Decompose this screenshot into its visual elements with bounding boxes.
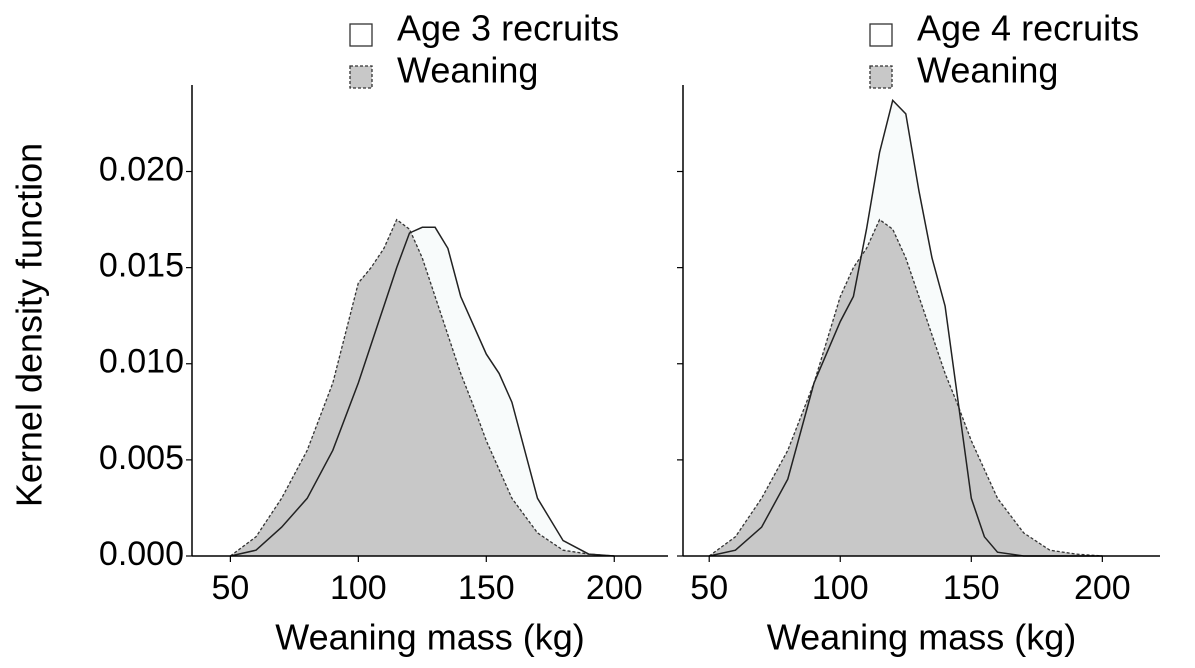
- legend-swatch: [349, 65, 373, 89]
- x-tick-label: 100: [812, 569, 869, 607]
- area-fill: [230, 219, 615, 556]
- y-tick-label: 0.000: [99, 535, 184, 573]
- legend-label: Age 3 recruits: [397, 8, 619, 49]
- legend-label: Weaning: [917, 50, 1058, 91]
- x-tick-label: 150: [458, 569, 515, 607]
- area-fill: [709, 219, 1103, 556]
- legend-swatch: [349, 23, 373, 47]
- x-tick-label: 50: [690, 569, 728, 607]
- series-line: [230, 226, 615, 557]
- x-tick-label: 200: [586, 569, 643, 607]
- legend-swatch: [869, 23, 893, 47]
- y-tick-label: 0.015: [99, 247, 184, 285]
- x-axis-label: Weaning mass (kg): [767, 617, 1076, 658]
- y-axis-label: Kernel density function: [9, 143, 50, 507]
- legend-swatch: [869, 65, 893, 89]
- legend-label: Weaning: [397, 50, 538, 91]
- y-tick-label: 0.020: [99, 150, 184, 188]
- x-tick-label: 150: [943, 569, 1000, 607]
- x-tick-label: 100: [330, 569, 387, 607]
- legend-label: Age 4 recruits: [917, 8, 1139, 49]
- series-line: [230, 218, 615, 557]
- x-tick-label: 200: [1074, 569, 1131, 607]
- x-axis-label: Weaning mass (kg): [275, 617, 584, 658]
- y-tick-label: 0.010: [99, 343, 184, 381]
- series-line: [709, 98, 1103, 557]
- series-line: [708, 218, 1103, 557]
- x-tick-label: 50: [211, 569, 249, 607]
- y-tick-label: 0.005: [99, 439, 184, 477]
